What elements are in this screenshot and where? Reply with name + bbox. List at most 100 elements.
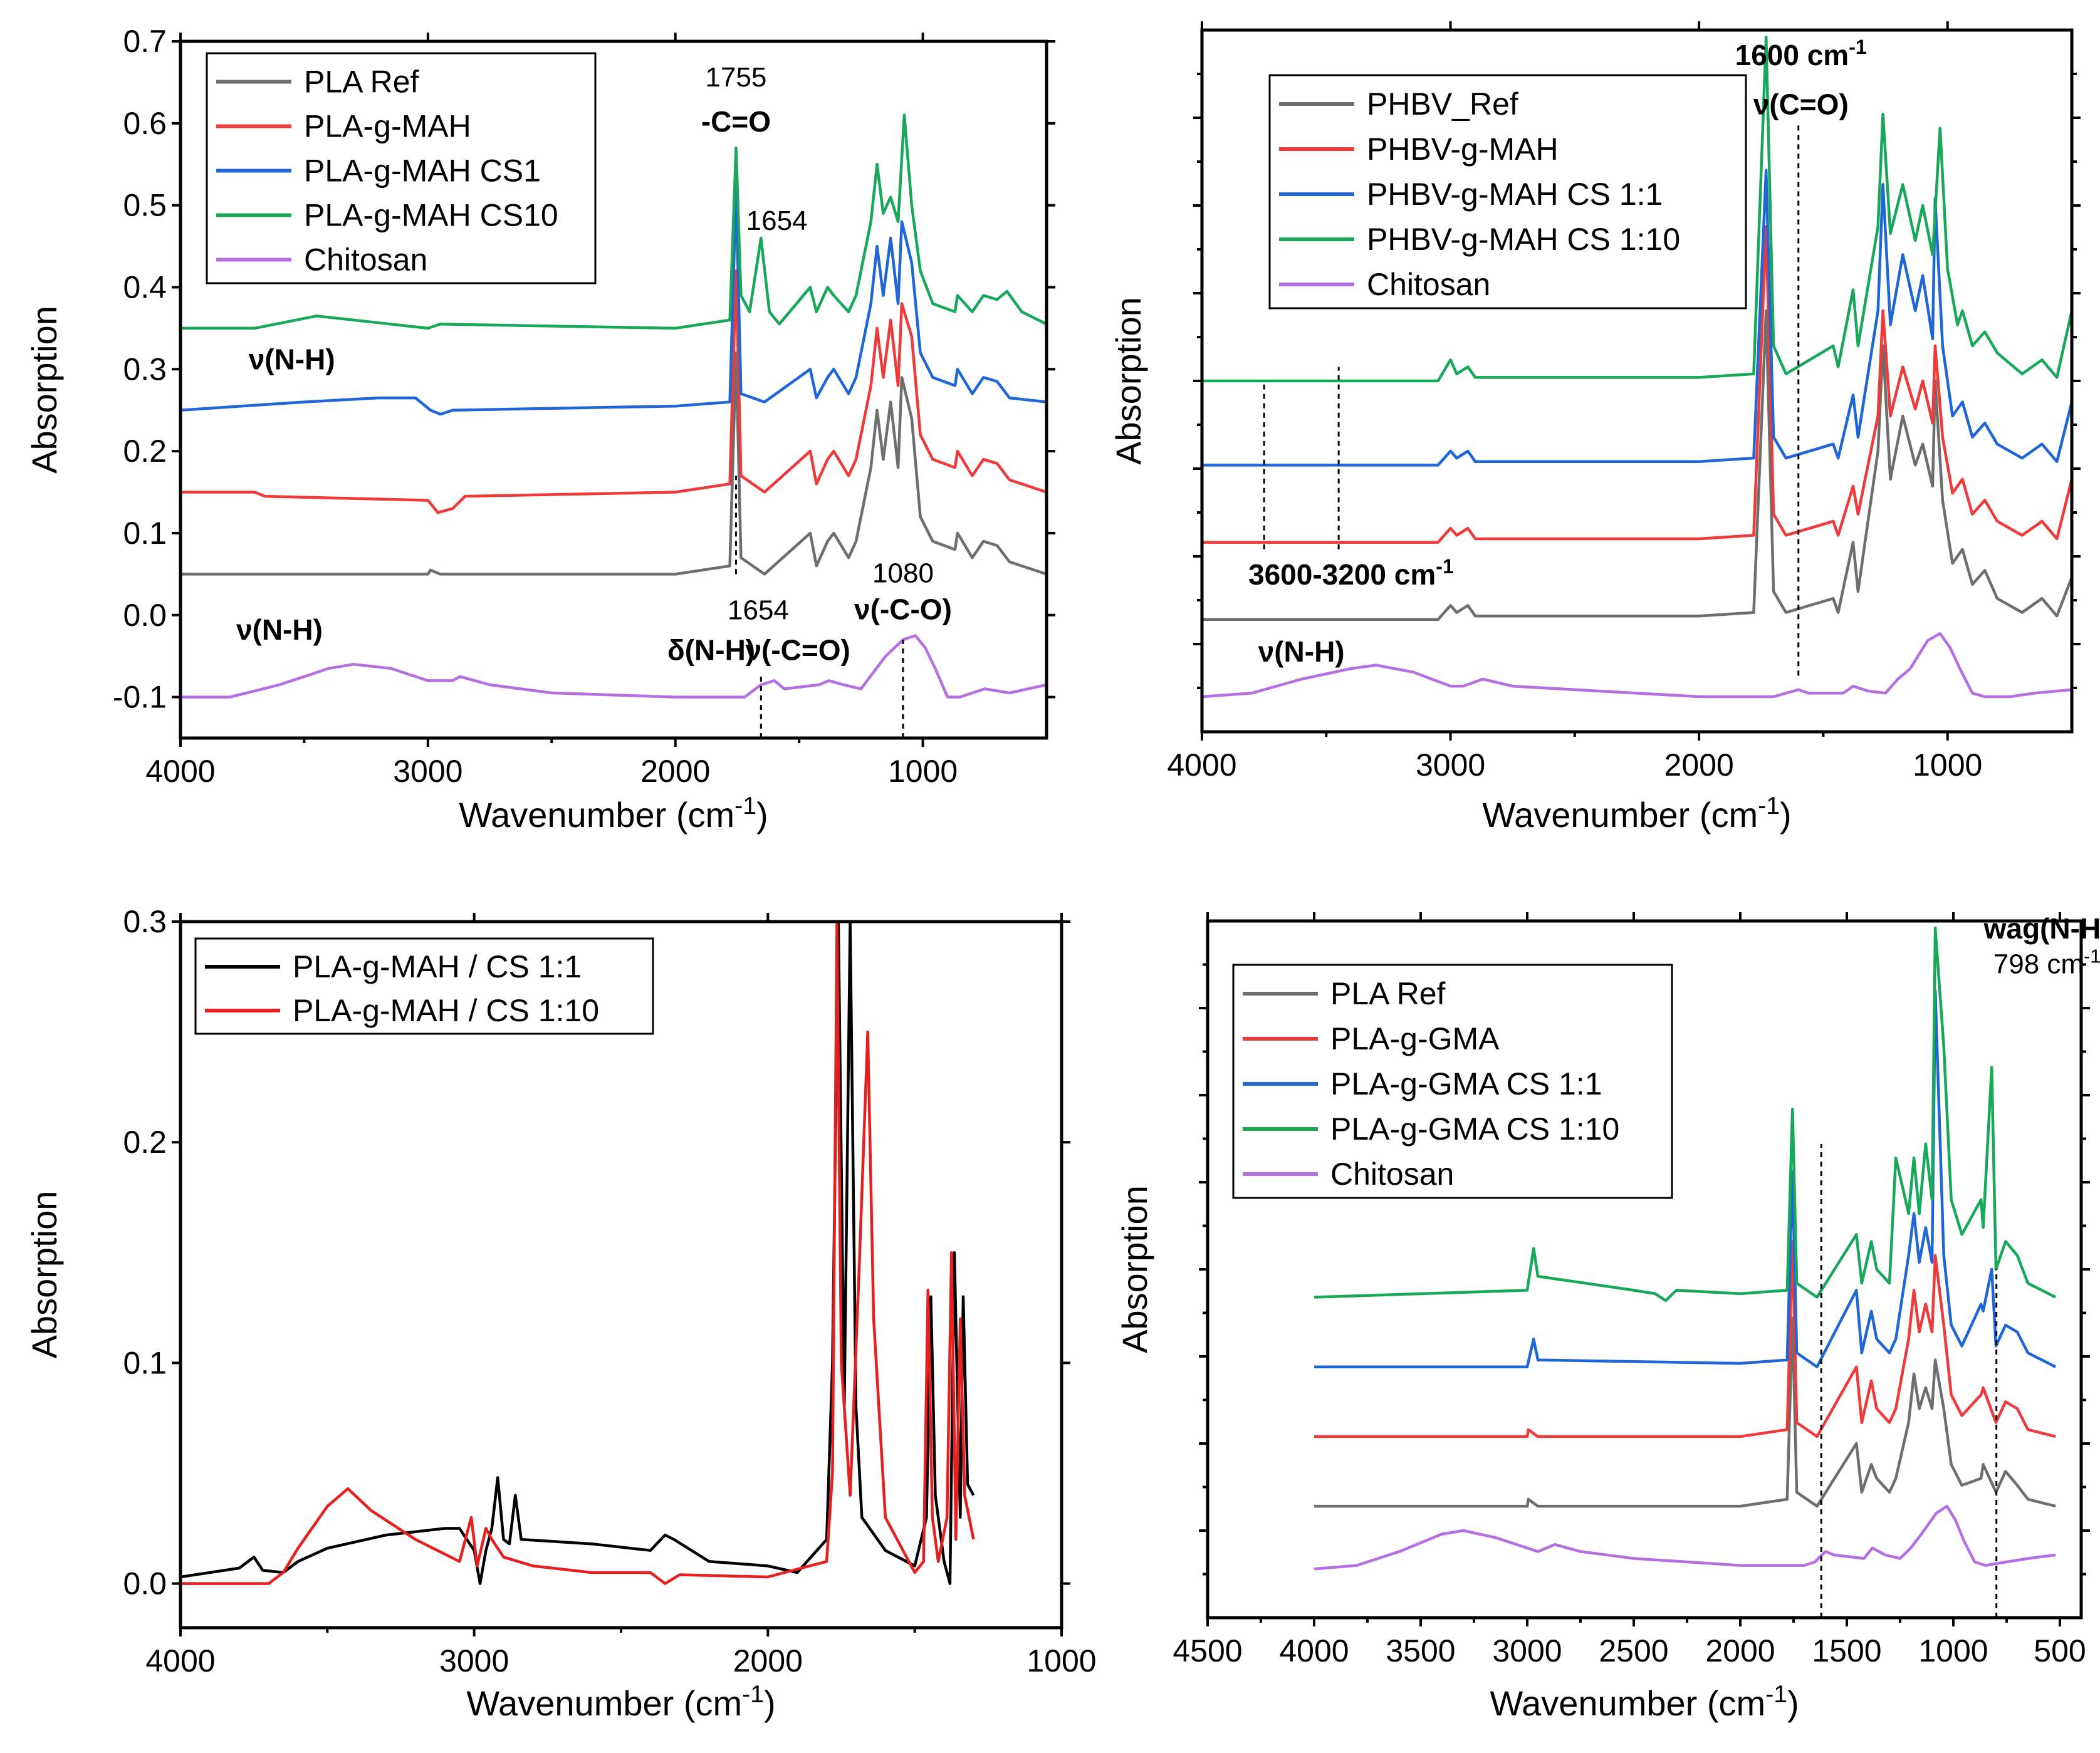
annotation-label: ν(N-H): [1258, 635, 1345, 668]
x-tick-label: 2000: [733, 1643, 803, 1678]
series-line-phbv-ref: [1202, 309, 2072, 622]
y-tick-label: 0.0: [123, 1566, 167, 1601]
x-tick-label: 2000: [1705, 1633, 1775, 1668]
series-line-pla-ref: [180, 351, 1047, 576]
x-tick-label: 2500: [1599, 1633, 1668, 1668]
series-group: [1202, 35, 2072, 699]
annotation-label: 1654: [746, 205, 808, 236]
legend-label: PLA Ref: [1330, 976, 1446, 1011]
series-group: [180, 922, 975, 1585]
annotation-label: δ(N-H): [667, 634, 755, 667]
chart-panel-3: 4000 3000 2000 1000 0.0 0.1 0.2 0.3 Wavenumber (…: [24, 904, 1097, 1723]
legend-label: PLA-g-MAH / CS 1:1: [293, 949, 582, 984]
legend-label: PLA-g-GMA: [1330, 1021, 1500, 1056]
legend-label: PHBV_Ref: [1367, 86, 1518, 122]
x-axis-title: Wavenumber (cm-1): [459, 793, 768, 835]
series-group: [180, 113, 1047, 699]
x-tick-label: 1000: [888, 754, 958, 789]
x-tick-label: 2000: [640, 754, 710, 789]
x-tick-label: 2000: [1664, 747, 1734, 783]
series-line-pla-g-gma-cs-1-10: [1314, 926, 2057, 1303]
chart-panel-2: 4000 3000 2000 1000 Wavenumber (cm-1) Absorpt…: [1109, 21, 2081, 835]
annotation-label: wag(N-H): [1983, 912, 2100, 945]
legend-box: [194, 937, 654, 1035]
annotation-label: ν(C=O): [1753, 88, 1849, 120]
series-line-pla-ref: [1314, 1316, 2056, 1508]
y-axis-title: Absorption: [24, 1191, 64, 1359]
plot-frame: [179, 39, 1048, 740]
x-tick-label: 4000: [1279, 1633, 1349, 1668]
legend-label: PLA Ref: [304, 65, 419, 100]
legend-label: PLA-g-MAH / CS 1:10: [293, 993, 599, 1028]
y-tick-label: 0.3: [123, 351, 167, 387]
x-tick-label: 1000: [1913, 747, 1982, 783]
x-tick-label: 1000: [1918, 1633, 1988, 1668]
legend-label: PLA-g-MAH CS1: [304, 153, 541, 189]
y-tick-label: -0.1: [113, 680, 167, 715]
annotation-label: ν(N-H): [236, 613, 323, 646]
legend-box: [1268, 74, 1747, 310]
y-tick-label: 0.7: [123, 24, 167, 59]
x-axis-title: Wavenumber (cm-1): [1482, 793, 1791, 835]
legend-label: Chitosan: [1367, 267, 1490, 302]
legend-label: PLA-g-GMA CS 1:1: [1330, 1066, 1602, 1101]
series-line-phbv-g-mah-cs-1-1: [1202, 169, 2072, 467]
x-tick-label: 4000: [1167, 747, 1236, 783]
x-tick-label: 3000: [393, 754, 462, 789]
legend-label: Chitosan: [1330, 1157, 1454, 1192]
series-line-pla-g-mah-cs10: [180, 113, 1047, 330]
series-line-chitosan: [1202, 632, 2072, 699]
y-tick-label: 0.0: [123, 598, 167, 633]
legend-label: PHBV-g-MAH CS 1:1: [1367, 177, 1663, 212]
y-tick-label: 0.5: [123, 188, 167, 223]
x-tick-label: 3000: [1492, 1633, 1562, 1668]
series-line-pla-g-mah-cs1: [180, 187, 1047, 416]
annotation-label: 1654: [728, 595, 789, 625]
y-tick-label: 0.4: [123, 269, 167, 304]
x-tick-label: 4000: [145, 1643, 215, 1678]
y-tick-label: 0.1: [123, 516, 167, 551]
annotation-label: 1600 cm-1: [1735, 36, 1867, 71]
y-tick-label: 0.1: [123, 1345, 167, 1380]
series-line-pla-g-gma-cs-1-1: [1314, 989, 2057, 1368]
y-axis-title: Absorption: [1115, 1185, 1154, 1353]
legend: PLA-g-MAH / CS 1:1 PLA-g-MAH / CS 1:10: [194, 937, 654, 1035]
annotation-label: 3600-3200 cm-1: [1248, 555, 1454, 591]
legend-box: [206, 52, 597, 284]
legend-label: PLA-g-MAH CS10: [304, 198, 558, 233]
series-line-phbv-g-mah: [1202, 225, 2072, 544]
series-group: [1314, 926, 2057, 1571]
x-tick-label: 4000: [145, 754, 215, 789]
chart-panel-4: 4500 4000 3500 3000 2500 2000 1500 1000 500 Waven…: [1115, 912, 2100, 1723]
legend-label: PHBV-g-MAH: [1367, 132, 1559, 167]
x-tick-label: 500: [2034, 1633, 2086, 1668]
legend-label: Chitosan: [304, 242, 427, 278]
series-line-chitosan: [180, 634, 1047, 699]
y-tick-label: 0.2: [123, 1125, 167, 1160]
annotation-label: 1755: [706, 62, 767, 93]
x-tick-label: 3000: [439, 1643, 509, 1678]
legend-box: [1232, 964, 1673, 1199]
series-line-pla-g-gma: [1314, 1240, 2056, 1438]
x-axis-title: Wavenumber (cm-1): [466, 1681, 775, 1724]
series-line-pla-g-mah-cs-1-10: [180, 922, 975, 1585]
annotation-label: ν(N-H): [249, 343, 335, 375]
x-tick-label: 3500: [1386, 1633, 1455, 1668]
legend: PLA Ref PLA-g-GMA PLA-g-GMA CS 1:1 PLA-g-GM…: [1232, 964, 1673, 1199]
x-tick-label: 3000: [1416, 747, 1485, 783]
legend-label: PLA-g-MAH: [304, 109, 471, 144]
y-tick-label: 0.2: [123, 434, 167, 469]
annotation-label: 798 cm-1: [1993, 945, 2100, 980]
legend: PHBV_Ref PHBV-g-MAH PHBV-g-MAH CS 1:1 PHBV-…: [1268, 74, 1747, 310]
y-axis-title: Absorption: [24, 306, 64, 474]
legend-label: PLA-g-GMA CS 1:10: [1330, 1111, 1619, 1147]
x-tick-label: 1500: [1812, 1633, 1881, 1668]
series-line-chitosan: [1314, 1504, 2056, 1571]
y-tick-label: 0.6: [123, 106, 167, 141]
annotation-label: 1080: [872, 558, 934, 588]
x-tick-label: 1000: [1026, 1643, 1096, 1678]
annotation-label: -C=O: [701, 105, 771, 138]
chart-panel-1: 4000 3000 2000 1000 -0.1 0.0 0.1 0.2 0.3 0.4 0.5 0.…: [24, 24, 1055, 835]
legend: PLA Ref PLA-g-MAH PLA-g-MAH CS1 PLA-g-MAH C…: [206, 52, 597, 284]
